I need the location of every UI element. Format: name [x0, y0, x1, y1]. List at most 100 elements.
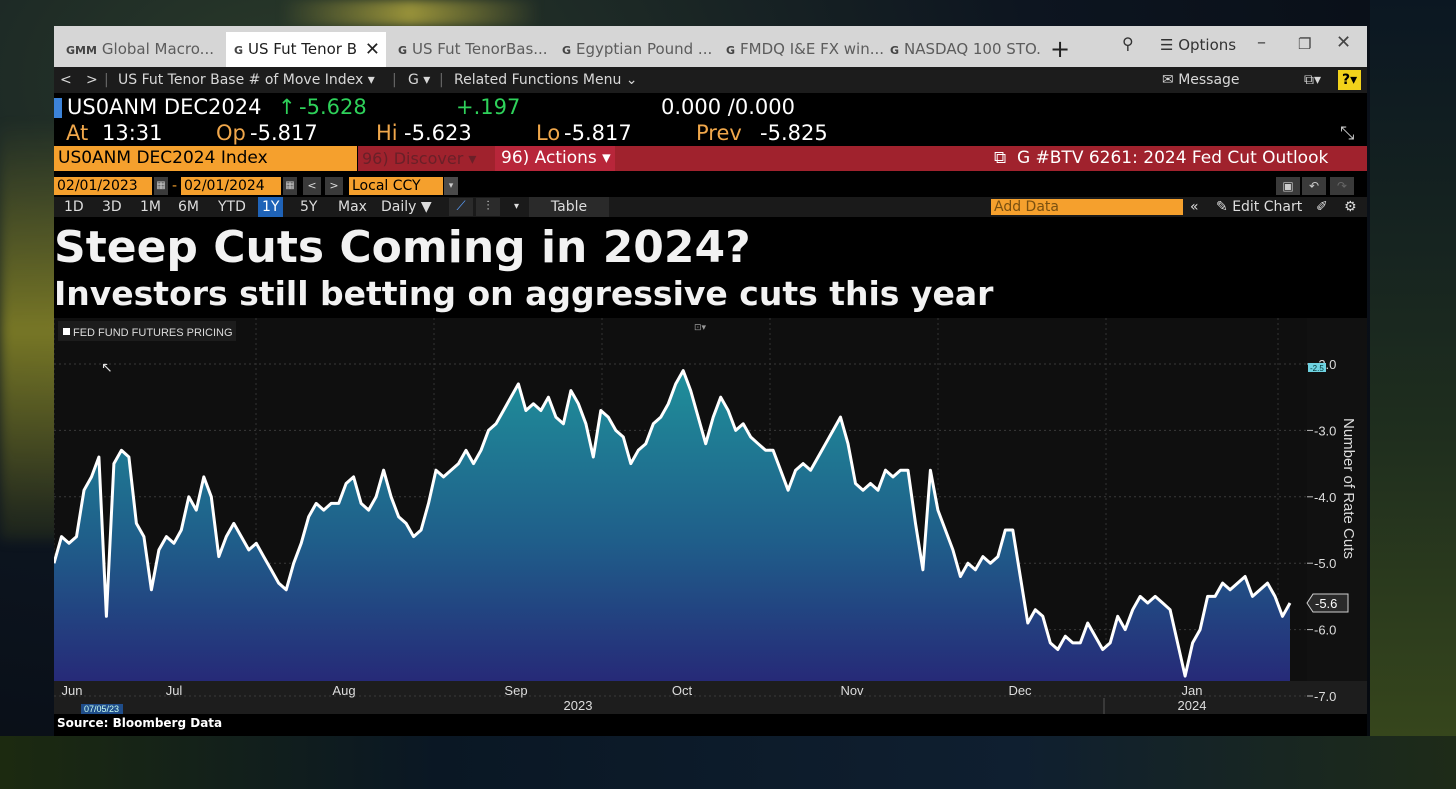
quote-time: 13:31 — [102, 121, 163, 145]
help-button[interactable]: ?▾ — [1338, 70, 1362, 90]
legend-label: FED FUND FUTURES PRICING — [73, 327, 233, 339]
tab-nasdaq[interactable]: G NASDAQ 100 STO... — [890, 40, 1040, 58]
line-chart-icon[interactable]: ⟋ — [449, 198, 473, 216]
back-arrow-icon[interactable]: < — [60, 72, 72, 88]
y-tick-label: -6.0 — [1314, 623, 1336, 638]
chart-menu-icon[interactable]: ⊡▾ — [694, 323, 707, 333]
separator: | — [439, 72, 444, 88]
forward-arrow-icon[interactable]: > — [86, 72, 98, 88]
period-toolbar: 1D 3D 1M 6M YTD 1Y 5Y Max Daily ▼ ⟋ ⫶ ▾ … — [54, 197, 1367, 217]
area-fill — [54, 370, 1290, 681]
function-title-menu[interactable]: US Fut Tenor Base # of Move Index ▾ — [118, 72, 375, 88]
prev-value: -5.825 — [760, 121, 828, 145]
tab-us-fut-tenorbase[interactable]: G US Fut TenorBas... — [398, 40, 548, 58]
related-functions-menu[interactable]: Related Functions Menu ⌄ — [454, 72, 638, 88]
redo-icon[interactable]: ↷ — [1330, 177, 1354, 195]
expand-icon[interactable]: ⤡ — [1340, 123, 1355, 144]
security-field[interactable]: US0ANM DEC2024 Index — [54, 146, 357, 171]
period-3d[interactable]: 3D — [102, 199, 122, 215]
close-tab-icon[interactable]: ✕ — [364, 39, 380, 60]
legend-swatch — [63, 328, 70, 335]
currency-field[interactable]: Local CCY — [349, 177, 443, 195]
add-data-input[interactable]: Add Data — [991, 199, 1183, 215]
search-icon[interactable]: ⚲ — [1122, 34, 1134, 53]
net-change: +.197 — [456, 95, 521, 119]
end-date-field[interactable]: 02/01/2024 — [181, 177, 281, 195]
last-value-tag: -5.6 — [1306, 593, 1349, 613]
undo-icon[interactable]: ↶ — [1302, 177, 1326, 195]
chart-type-chevron-icon[interactable]: ▾ — [514, 201, 520, 212]
last-price: -5.628 — [299, 95, 367, 119]
close-window-icon[interactable]: ✕ — [1336, 32, 1352, 53]
g-menu[interactable]: G ▾ — [408, 72, 431, 88]
period-1d[interactable]: 1D — [64, 199, 84, 215]
separator: | — [104, 72, 109, 88]
restore-window-icon[interactable]: ❐ — [1298, 35, 1312, 53]
frequency-dropdown[interactable]: Daily ▼ — [381, 199, 432, 215]
collapse-icon[interactable]: « — [1190, 199, 1199, 215]
calendar-icon[interactable]: ▦ — [283, 177, 297, 195]
open-value: -5.817 — [250, 121, 318, 145]
svg-text:-5.6: -5.6 — [1315, 596, 1337, 611]
edit-chart-button[interactable]: ✎ Edit Chart — [1216, 199, 1303, 215]
tab-fmdq[interactable]: G FMDQ I&E FX win... — [726, 40, 884, 58]
chart-headline: Steep Cuts Coming in 2024? — [54, 222, 751, 273]
mouse-cursor-icon: ↖ — [101, 360, 113, 376]
next-period-arrow-icon[interactable]: > — [325, 177, 343, 195]
discover-button[interactable]: 96) Discover ▾ — [362, 149, 477, 168]
date-dash: - — [172, 178, 178, 194]
calendar-icon[interactable]: ▦ — [154, 177, 168, 195]
presentation-icon[interactable]: ▣ — [1276, 177, 1300, 195]
bar-chart-icon[interactable]: ⫶ — [476, 198, 500, 216]
low-value: -5.817 — [564, 121, 632, 145]
annotate-icon[interactable]: ✐ — [1316, 199, 1328, 215]
date-range-row: 02/01/2023 ▦ - 02/01/2024 ▦ < > Local CC… — [54, 176, 1367, 196]
bloomberg-terminal-window: GMM Global Macro... G US Fut Tenor B ✕ G US … — [54, 26, 1367, 736]
period-6m[interactable]: 6M — [178, 199, 199, 215]
options-menu[interactable]: ☰ Options — [1160, 36, 1237, 54]
source-note: Source: Bloomberg Data — [57, 716, 223, 730]
period-5y[interactable]: 5Y — [300, 199, 318, 215]
up-arrow-icon: ↑ — [278, 95, 296, 119]
story-link[interactable]: ⧉ G #BTV 6261: 2024 Fed Cut Outlook — [994, 148, 1329, 168]
x-tick-label: Sep — [504, 683, 527, 698]
launchpad-icon[interactable]: ⧉▾ — [1304, 72, 1322, 88]
y-tick-label: -3.0 — [1314, 423, 1336, 438]
table-button[interactable]: Table — [529, 197, 609, 217]
message-button[interactable]: ✉ Message — [1162, 72, 1240, 88]
x-axis: Jun Jul Aug Sep Oct Nov Dec Jan 2023 2024 — [62, 683, 1207, 714]
tab-egyptian-pound[interactable]: G Egyptian Pound ... — [562, 40, 713, 58]
period-ytd[interactable]: YTD — [218, 199, 246, 215]
y-tick-label: -7.0 — [1314, 689, 1336, 704]
prev-label: Prev — [696, 121, 742, 145]
period-1y-active[interactable]: 1Y — [258, 197, 284, 217]
cursor-date-label: 07/05/23 — [84, 704, 119, 714]
period-max[interactable]: Max — [338, 199, 367, 215]
marker-tag-text: -2.5 — [1310, 364, 1324, 373]
gear-icon[interactable]: ⚙ — [1344, 199, 1357, 215]
y-axis-label: Number of Rate Cuts — [1340, 418, 1357, 559]
period-1m[interactable]: 1M — [140, 199, 161, 215]
high-label: Hi — [376, 121, 398, 145]
y-tick-label: -4.0 — [1314, 490, 1336, 505]
background-right — [1370, 0, 1456, 789]
prev-period-arrow-icon[interactable]: < — [303, 177, 321, 195]
high-value: -5.623 — [404, 121, 472, 145]
year-label: 2024 — [1178, 698, 1207, 713]
command-bar: US0ANM DEC2024 Index 96) Discover ▾ 96) … — [54, 146, 1367, 171]
start-date-field[interactable]: 02/01/2023 — [54, 177, 152, 195]
x-tick-label: Jan — [1182, 683, 1203, 698]
tab-us-fut-tenor-active[interactable]: G US Fut Tenor B ✕ — [226, 32, 386, 67]
chart-area[interactable]: -2.0-3.0-4.0-5.0-6.0-7.0 JunJulAugSepOct… — [54, 318, 1367, 714]
tab-global-macro[interactable]: GMM Global Macro... — [66, 40, 214, 58]
y-axis-background — [1307, 318, 1367, 706]
actions-button[interactable]: 96) Actions ▾ — [495, 146, 615, 171]
new-tab-plus-icon[interactable]: + — [1050, 35, 1071, 63]
cursor-date-box — [81, 704, 123, 714]
chevron-down-icon[interactable]: ▾ — [444, 177, 458, 195]
open-label: Op — [216, 121, 246, 145]
marker-tag — [1308, 363, 1326, 372]
y-tick-label: -5.0 — [1314, 556, 1336, 571]
minimize-icon[interactable]: – — [1257, 32, 1266, 53]
separator: | — [392, 72, 397, 88]
